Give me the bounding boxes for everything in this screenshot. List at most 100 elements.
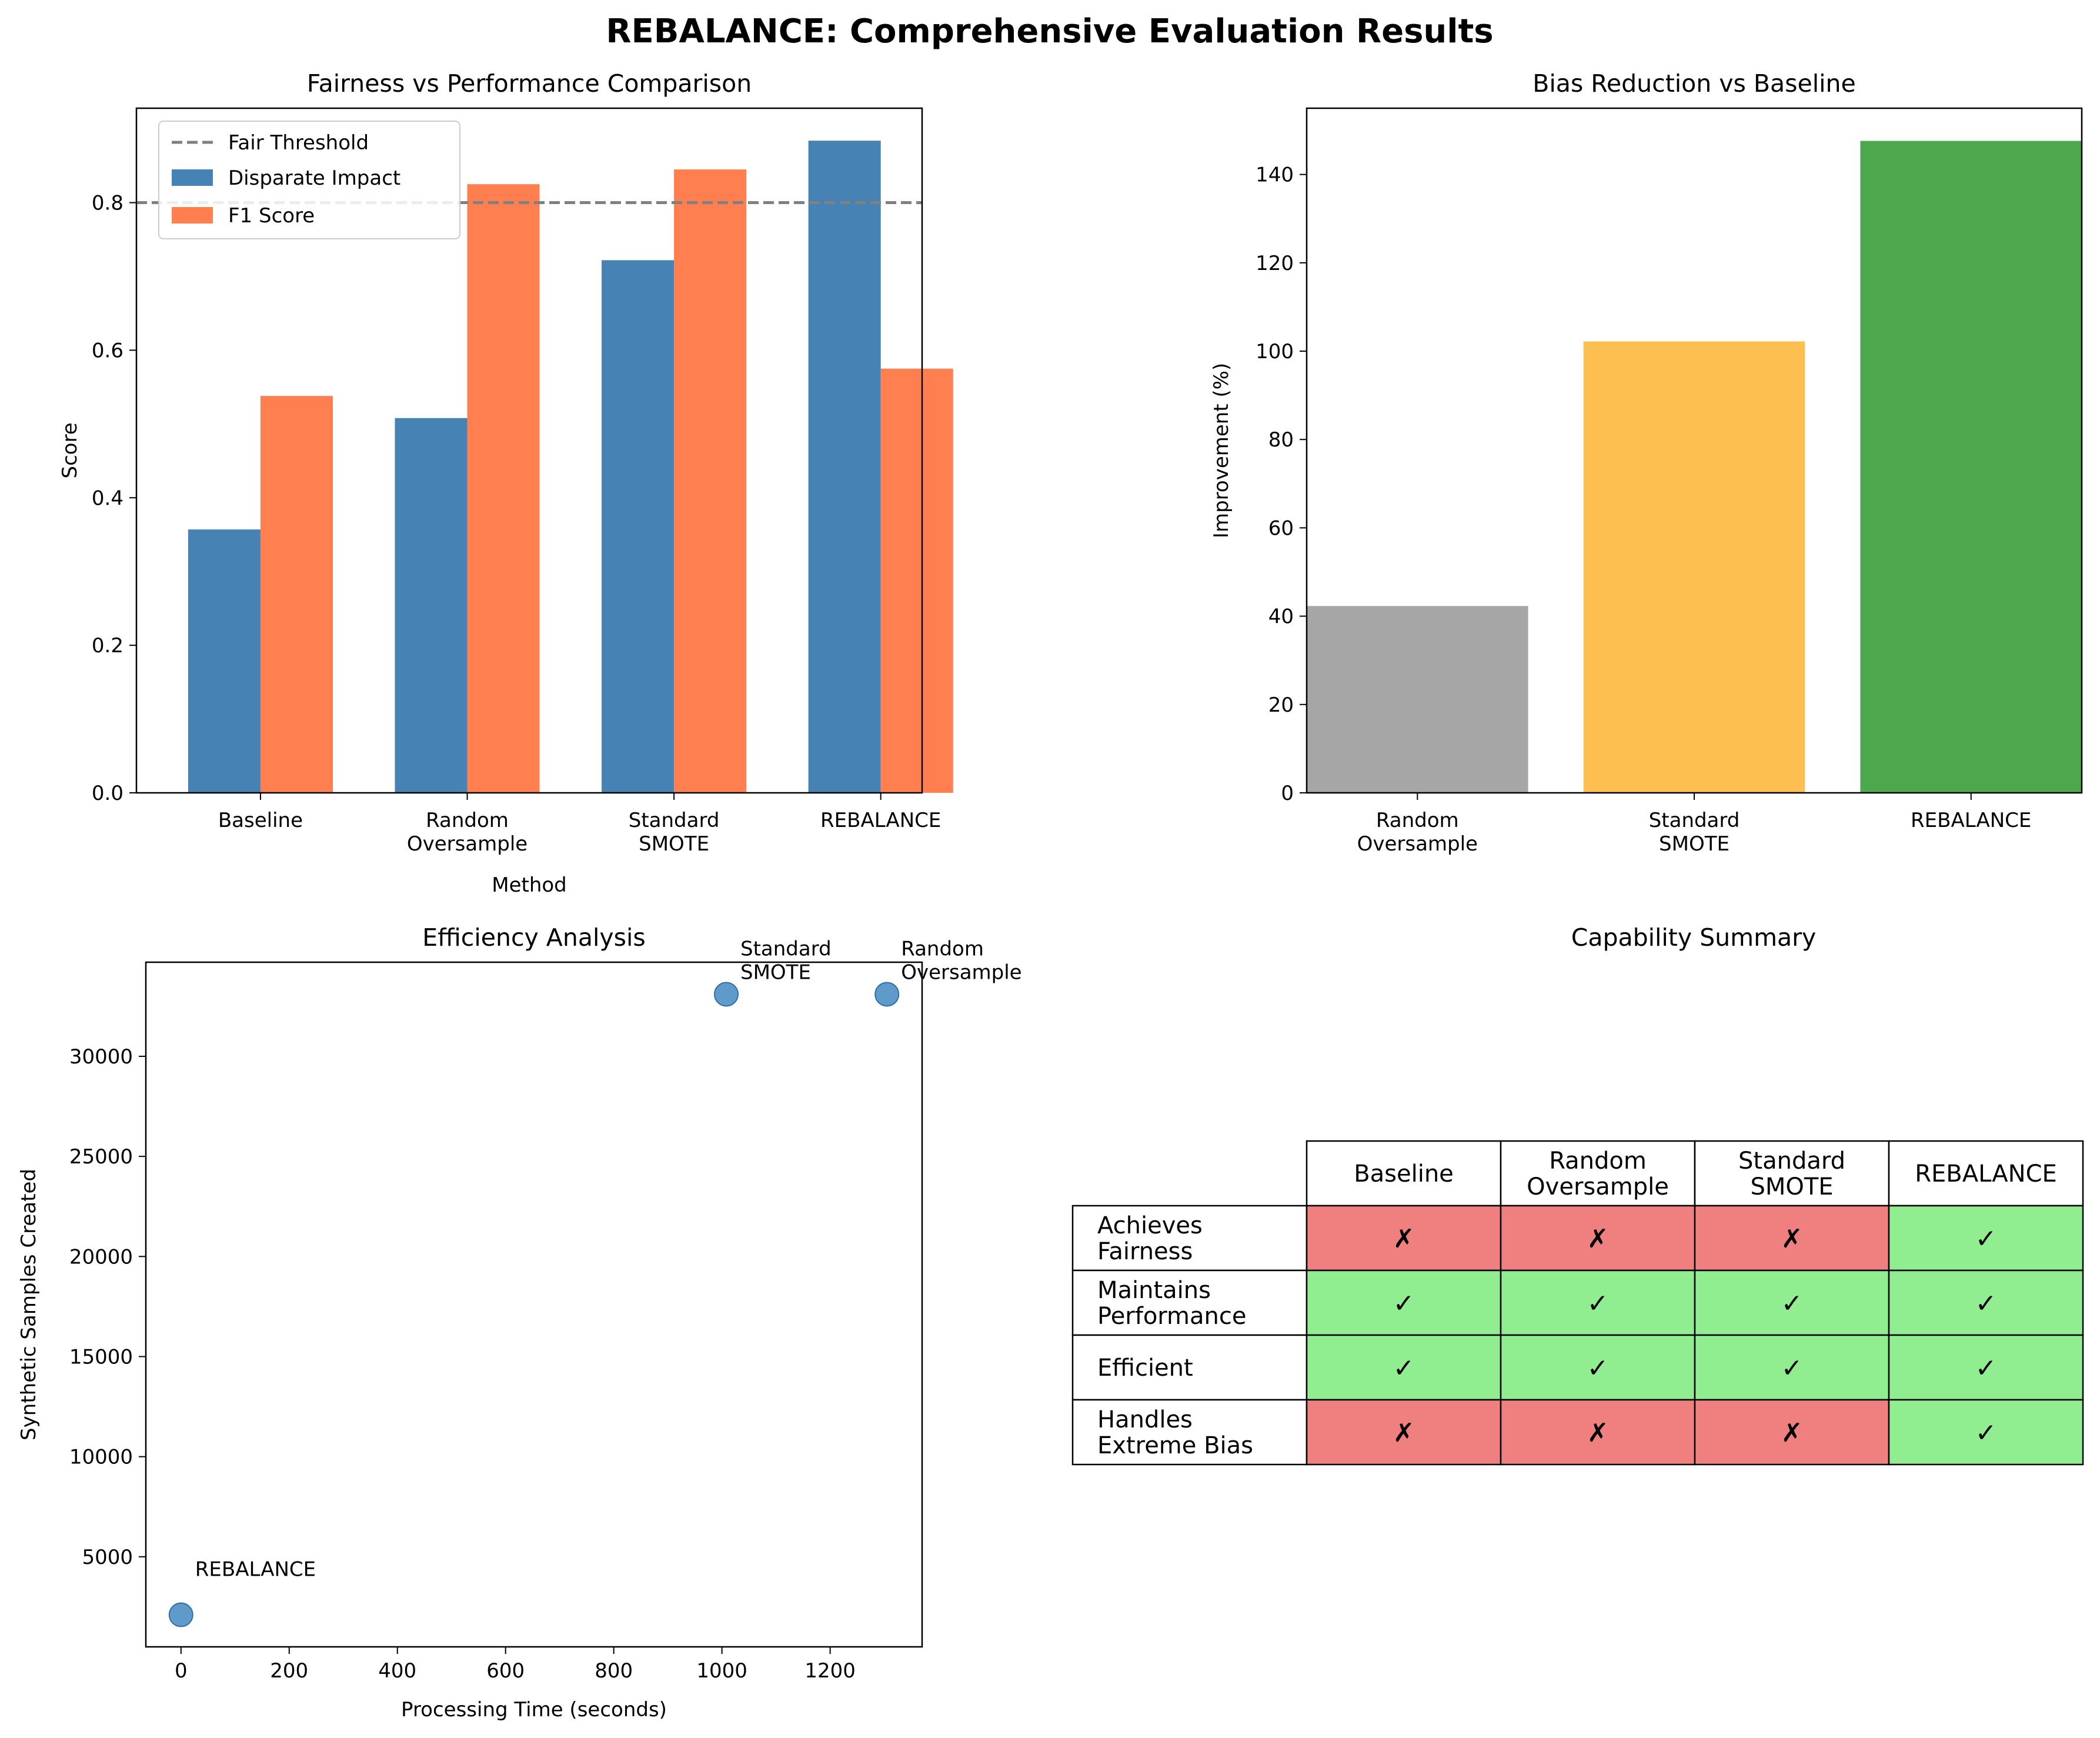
table-cell (1694, 1269, 1890, 1336)
x-tick-label: Standard SMOTE (629, 809, 720, 856)
y-tick-label: 0.4 (92, 486, 123, 510)
x-tick-label: Random Oversample (1357, 809, 1478, 856)
bar-disparate-impact (602, 260, 675, 793)
table-cell (1500, 1399, 1696, 1466)
legend-label: Fair Threshold (228, 131, 369, 155)
table-cell-mark: ✓ (1587, 1353, 1609, 1383)
y-tick-label: 10000 (69, 1446, 133, 1469)
table-cell-mark: ✗ (1587, 1224, 1609, 1254)
table-header-cell (1306, 1140, 1502, 1207)
scatter-point (874, 982, 900, 1007)
table-cell (1500, 1269, 1696, 1336)
x-tick-label: 600 (486, 1659, 525, 1683)
table-row-label: Handles Extreme Bias (1097, 1406, 1253, 1459)
bar-f1-score (674, 169, 747, 793)
table-cell-mark: ✓ (1393, 1353, 1415, 1383)
bar-f1-score (467, 184, 540, 793)
table-cell-mark: ✓ (1975, 1418, 1997, 1448)
x-tick-label: 0 (175, 1659, 188, 1683)
table-cell-mark: ✓ (1975, 1224, 1997, 1254)
table-row-header (1071, 1205, 1308, 1272)
y-tick-label: 15000 (69, 1345, 133, 1369)
scatter-point (168, 1602, 193, 1627)
table-cell (1306, 1334, 1502, 1401)
scatter-point (714, 982, 739, 1007)
x-tick-label: 800 (595, 1659, 633, 1683)
table-header-label: Random Oversample (1527, 1147, 1669, 1200)
efficiency-panel: Standard SMOTE Random Oversample REBALANCE 0 2… (17, 923, 1022, 1722)
y-tick-label: 20 (1268, 693, 1294, 717)
table-row-label: Achieves Fairness (1097, 1212, 1203, 1265)
table-cell-mark: ✓ (1781, 1353, 1803, 1383)
table-cell-mark: ✓ (1975, 1289, 1997, 1319)
y-tick-label: 0.2 (92, 634, 123, 658)
chart-title: Bias Reduction vs Baseline (1533, 69, 1856, 98)
table-cell (1306, 1205, 1502, 1272)
bar-f1-score (880, 368, 953, 793)
table-cell-mark: ✗ (1393, 1224, 1415, 1254)
plot-frame (145, 961, 923, 1648)
table-cell-mark: ✗ (1781, 1418, 1803, 1448)
x-tick-label: 400 (378, 1659, 416, 1683)
table-cell-mark: ✓ (1587, 1289, 1609, 1319)
table-cell-mark: ✗ (1587, 1418, 1609, 1448)
table-row-label: Efficient (1097, 1355, 1193, 1382)
legend-box (158, 121, 460, 239)
table-cell (1888, 1334, 2084, 1401)
x-tick-label: Baseline (218, 809, 303, 832)
table-cell-mark: ✓ (1781, 1289, 1803, 1319)
y-tick-label: 60 (1268, 516, 1294, 540)
point-label: Standard SMOTE (740, 937, 832, 984)
table-row-header (1071, 1269, 1308, 1336)
y-tick-label: 0.8 (92, 192, 123, 215)
y-tick-label: 120 (1256, 252, 1294, 275)
x-tick-label: 1200 (804, 1659, 856, 1683)
y-tick-label: 0.0 (92, 782, 123, 805)
table-header-label: Baseline (1354, 1160, 1454, 1187)
chart-title: Fairness vs Performance Comparison (307, 69, 752, 98)
figure-title: REBALANCE: Comprehensive Evaluation Resu… (606, 12, 1493, 51)
y-axis-label: Synthetic Samples Created (17, 1169, 41, 1440)
table-cell-mark: ✗ (1781, 1224, 1803, 1254)
table-cell-mark: ✓ (1975, 1353, 1997, 1383)
table-cell (1694, 1205, 1890, 1272)
y-tick-label: 100 (1256, 340, 1294, 363)
capability-summary-panel: Capability Summary Baseline Random Oversamp… (1071, 923, 2084, 1466)
table-header-cell (1694, 1140, 1890, 1207)
table-header-label: Standard SMOTE (1738, 1147, 1845, 1200)
table-cell-mark: ✓ (1393, 1289, 1415, 1319)
y-tick-label: 20000 (69, 1245, 133, 1269)
table-cell (1888, 1399, 2084, 1466)
y-tick-label: 5000 (82, 1546, 133, 1569)
chart-title: Efficiency Analysis (422, 923, 645, 952)
chart-title: Capability Summary (1571, 923, 1817, 952)
table-header-cell (1500, 1140, 1696, 1207)
table-header-cell (1888, 1140, 2084, 1207)
y-axis-label: Improvement (%) (1210, 363, 1233, 538)
bar-disparate-impact (808, 141, 881, 793)
x-tick-label: 200 (270, 1659, 308, 1683)
x-tick-label: 1000 (696, 1659, 747, 1683)
table-header-label: REBALANCE (1915, 1160, 2057, 1187)
y-axis-label: Score (58, 422, 82, 478)
table-cell (1500, 1205, 1696, 1272)
bias-reduction-panel: 0 20 40 60 80 100 120 140 Random Oversample Standa… (1210, 69, 2083, 856)
table-cell (1888, 1269, 2084, 1336)
y-tick-label: 0.6 (92, 339, 123, 362)
y-tick-label: 30000 (69, 1045, 133, 1069)
bar-disparate-impact (395, 418, 468, 793)
legend-swatch (172, 207, 213, 223)
x-axis-label: Method (492, 873, 567, 897)
x-axis-label: Processing Time (seconds) (401, 1698, 667, 1722)
y-tick-label: 25000 (69, 1145, 133, 1169)
point-label: REBALANCE (195, 1558, 316, 1582)
table-cell-mark: ✗ (1393, 1418, 1415, 1448)
table-cell (1888, 1205, 2084, 1272)
bar-improvement (1583, 341, 1805, 793)
bar-improvement (1860, 141, 2082, 793)
table-cell (1694, 1334, 1890, 1401)
table-cell (1500, 1334, 1696, 1401)
legend-label: Disparate Impact (228, 166, 400, 190)
y-tick-label: 140 (1256, 164, 1294, 187)
